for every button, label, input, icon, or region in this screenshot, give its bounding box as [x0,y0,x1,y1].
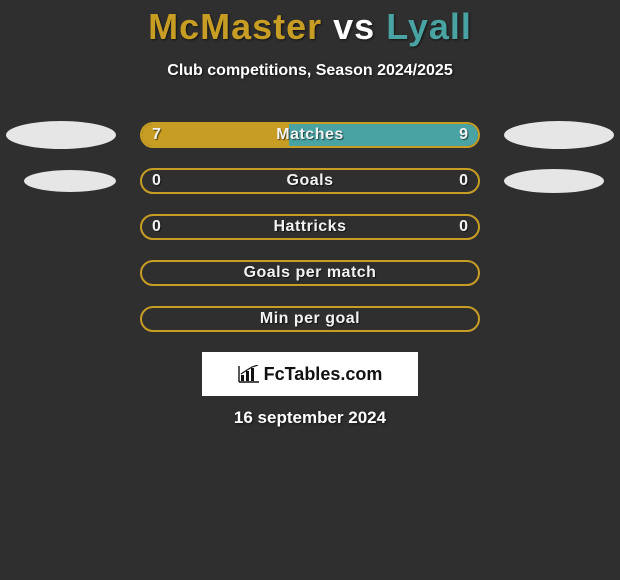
bar-value-right: 0 [459,172,468,190]
bubble-right-icon [504,169,604,193]
bar-label: Goals per match [142,264,478,282]
bar-label: Matches [142,126,478,144]
title-player2: Lyall [386,6,472,47]
page-title: McMaster vs Lyall [0,0,620,48]
logo-box: FcTables.com [202,352,418,396]
bubble-right-icon [504,121,614,149]
date-stamp: 16 september 2024 [0,408,620,428]
bar-track: 0 Goals 0 [140,168,480,194]
comparison-rows: 7 Matches 9 0 Goals 0 0 Hattricks 0 Goal… [0,122,620,352]
logo-text: FcTables.com [264,364,383,385]
title-player1: McMaster [148,6,322,47]
bar-label: Hattricks [142,218,478,236]
title-vs: vs [333,6,375,47]
bar-value-right: 9 [459,126,468,144]
subtitle: Club competitions, Season 2024/2025 [0,62,620,80]
bar-track: Min per goal [140,306,480,332]
row-goals-per-match: Goals per match [0,260,620,306]
logo-chart-icon [238,365,260,383]
bar-value-right: 0 [459,218,468,236]
bar-track: 0 Hattricks 0 [140,214,480,240]
bar-track: Goals per match [140,260,480,286]
bubble-left-icon [6,121,116,149]
row-hattricks: 0 Hattricks 0 [0,214,620,260]
bar-track: 7 Matches 9 [140,122,480,148]
row-goals: 0 Goals 0 [0,168,620,214]
logo: FcTables.com [238,364,383,385]
row-matches: 7 Matches 9 [0,122,620,168]
bar-label: Min per goal [142,310,478,328]
bar-label: Goals [142,172,478,190]
row-min-per-goal: Min per goal [0,306,620,352]
bubble-left-icon [24,170,116,192]
